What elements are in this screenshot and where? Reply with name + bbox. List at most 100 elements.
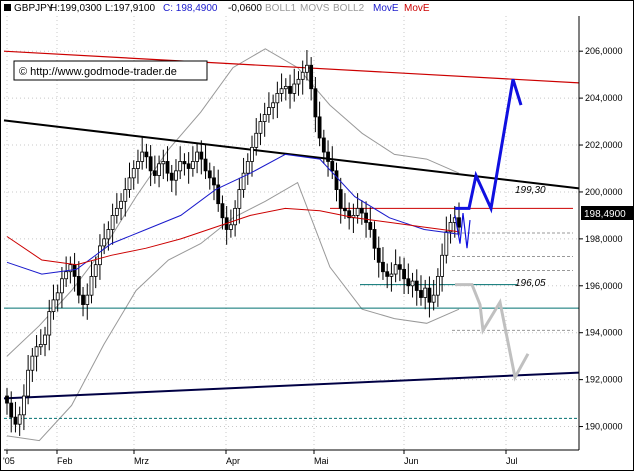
forecast-up-path — [455, 78, 523, 214]
series-boll2 — [6, 181, 460, 442]
level-label-support: 196,05 — [515, 278, 546, 289]
candle-body — [343, 207, 347, 212]
header-indicator-move2[interactable]: MovE — [404, 3, 430, 14]
candle — [228, 209, 233, 238]
candle — [38, 329, 43, 355]
x-tick-label: Jun — [404, 456, 419, 466]
header-indicator-movs[interactable]: MOVS — [300, 3, 330, 14]
candle — [317, 101, 322, 147]
candle — [152, 155, 157, 184]
candle-body — [85, 294, 90, 305]
candle — [233, 200, 238, 237]
candle — [444, 216, 449, 264]
candle-body — [309, 64, 314, 90]
candle — [397, 256, 402, 282]
candle-body — [440, 254, 445, 277]
candle-body — [38, 344, 43, 348]
candle-body — [17, 414, 22, 425]
candle-body — [216, 184, 221, 205]
candle-body — [397, 264, 402, 270]
candle — [21, 384, 26, 431]
candle — [136, 149, 140, 184]
level-label-resistance: 199,30 — [515, 185, 546, 196]
candle-body — [241, 172, 246, 190]
y-tick-label: 206,0000 — [585, 46, 623, 56]
candle — [178, 146, 183, 180]
y-tick-label: 202,0000 — [585, 140, 623, 150]
candle-body — [423, 287, 428, 298]
candle-body — [254, 132, 259, 148]
candle — [250, 135, 254, 177]
candle-body — [228, 224, 233, 230]
header-toggle-icon[interactable] — [4, 4, 11, 11]
candle — [402, 257, 406, 294]
candle-body — [448, 222, 453, 233]
candle — [300, 60, 305, 95]
candle-body — [393, 264, 398, 275]
candle — [98, 234, 102, 280]
header-indicator-move1[interactable]: MovE — [373, 3, 399, 14]
candle — [216, 169, 221, 212]
header-info: GBPJPY H:199,0300 L:197,9100 C: 198,4900… — [4, 3, 430, 14]
candle-body — [21, 395, 26, 416]
candle-body — [106, 229, 111, 240]
candle — [275, 81, 280, 119]
candle-body — [406, 278, 411, 287]
candle-body — [431, 294, 436, 303]
y-tick-label: 192,0000 — [585, 375, 623, 385]
candle — [309, 57, 314, 101]
y-tick-label: 204,0000 — [585, 93, 623, 103]
header-low: L:197,9100 — [105, 3, 155, 14]
candle — [292, 68, 297, 102]
candle-body — [376, 247, 381, 263]
candle-body — [334, 170, 339, 190]
candle — [254, 118, 259, 156]
candle — [393, 249, 398, 283]
candle-body — [389, 273, 394, 277]
candle — [186, 152, 191, 184]
candle — [85, 283, 90, 320]
candle — [174, 159, 178, 196]
header-indicator-boll1[interactable]: BOLL1 — [265, 3, 297, 14]
candle-body — [321, 137, 326, 153]
candle — [89, 261, 94, 304]
candle-body — [296, 78, 301, 85]
candle — [271, 94, 276, 120]
candle-body — [148, 156, 153, 172]
candle — [190, 146, 195, 177]
candle — [220, 195, 225, 230]
candle-body — [385, 271, 390, 277]
candle-body — [26, 369, 31, 397]
candle — [334, 162, 339, 202]
candle-body — [359, 207, 364, 214]
candle — [169, 164, 174, 192]
candle-body — [161, 161, 166, 165]
y-tick-label: 200,0000 — [585, 187, 623, 197]
candle-body — [292, 83, 297, 94]
candle-body — [9, 402, 14, 418]
candle — [55, 284, 60, 312]
candle-body — [207, 170, 212, 179]
header-symbol: GBPJPY — [14, 3, 54, 14]
candle-body — [93, 264, 98, 277]
candle — [245, 153, 250, 185]
header-indicator-boll2[interactable]: BOLL2 — [333, 3, 365, 14]
candle-body — [136, 161, 140, 169]
trendline-upper-red — [3, 50, 580, 84]
candle — [110, 203, 115, 245]
candle — [427, 276, 432, 318]
candle-body — [250, 146, 254, 162]
candle-body — [55, 292, 60, 301]
candle-body — [212, 177, 216, 186]
candle — [13, 401, 18, 433]
candle-body — [410, 280, 415, 287]
candle — [47, 299, 52, 351]
candle-body — [102, 238, 107, 247]
candle-body — [330, 161, 335, 172]
candle-body — [271, 102, 276, 108]
candle-body — [372, 229, 377, 249]
candle-body — [60, 278, 64, 294]
candle — [296, 71, 301, 96]
header-high: H:199,0300 — [50, 3, 102, 14]
